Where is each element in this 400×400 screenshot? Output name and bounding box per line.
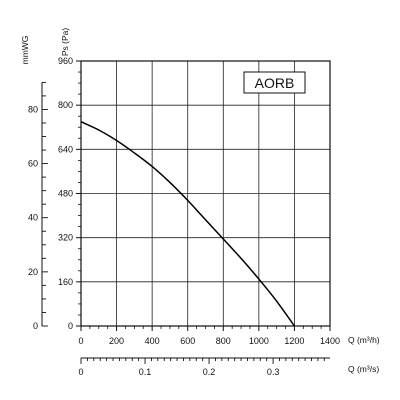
m3h-tick-label: 1200	[284, 336, 304, 346]
m3s-tick-label: 0.3	[267, 367, 280, 377]
m3h-tick-label: 200	[109, 336, 124, 346]
curve-layer	[80, 121, 296, 327]
pa-tick-label: 0	[68, 321, 73, 331]
pa-tick-label: 640	[58, 144, 73, 154]
pa-tick-label: 160	[58, 277, 73, 287]
m3h-tick-label: 800	[216, 336, 231, 346]
m3h-axis-title: Q (m³/h)	[348, 335, 380, 345]
pa-axis-title: Ps (Pa)	[60, 28, 70, 57]
m3h-tick-label: 1000	[249, 336, 269, 346]
mmwg-tick-label: 0	[33, 321, 38, 331]
axes-layer	[41, 60, 331, 364]
m3h-tick-label: 1400	[320, 336, 340, 346]
mmwg-tick-label: 20	[28, 267, 38, 277]
m3s-tick-label: 0.1	[139, 367, 152, 377]
pa-tick-label: 800	[58, 100, 73, 110]
m3h-tick-label: 400	[145, 336, 160, 346]
m3s-axis-title: Q (m³/s)	[348, 364, 379, 374]
pa-tick-label: 480	[58, 189, 73, 199]
mmwg-tick-label: 80	[28, 104, 38, 114]
pa-tick-label: 320	[58, 233, 73, 243]
model-label: AORB	[255, 75, 295, 91]
model-label-box	[243, 71, 306, 94]
m3h-tick-label: 600	[180, 336, 195, 346]
m3s-tick-label: 0.2	[203, 367, 216, 377]
performance-curve	[80, 121, 296, 327]
grid-lines	[80, 60, 331, 327]
mmwg-tick-label: 60	[28, 159, 38, 169]
m3s-tick-label: 0	[78, 367, 83, 377]
pa-tick-label: 960	[58, 56, 73, 66]
mmwg-axis-title: mmWG	[20, 36, 30, 65]
mmwg-tick-label: 40	[28, 213, 38, 223]
m3h-tick-label: 0	[78, 336, 83, 346]
